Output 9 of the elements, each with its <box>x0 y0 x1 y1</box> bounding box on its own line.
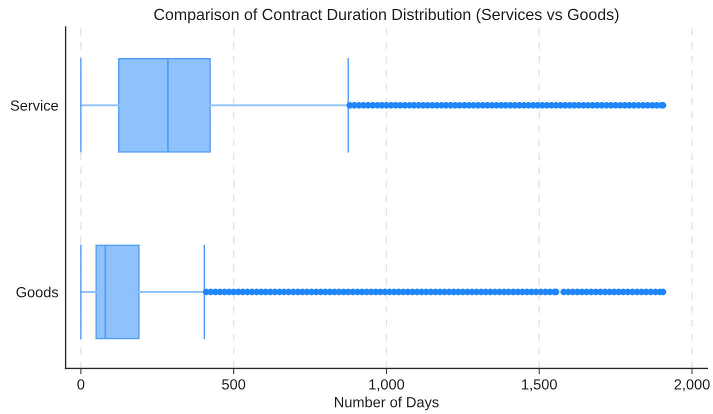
x-tick-label: 1,000 <box>369 379 404 392</box>
x-axis-title: Number of Days <box>334 396 439 410</box>
y-tick-label: Service <box>10 100 58 111</box>
x-tick-label: 0 <box>77 379 84 390</box>
chart-title: Comparison of Contract Duration Distribution (Services vs Goods) <box>154 8 618 24</box>
x-tick-label: 2,000 <box>674 379 710 392</box>
x-tick-label: 500 <box>222 379 246 390</box>
x-tick-label: 1,500 <box>522 379 557 392</box>
y-tick-label: Goods <box>16 286 58 298</box>
